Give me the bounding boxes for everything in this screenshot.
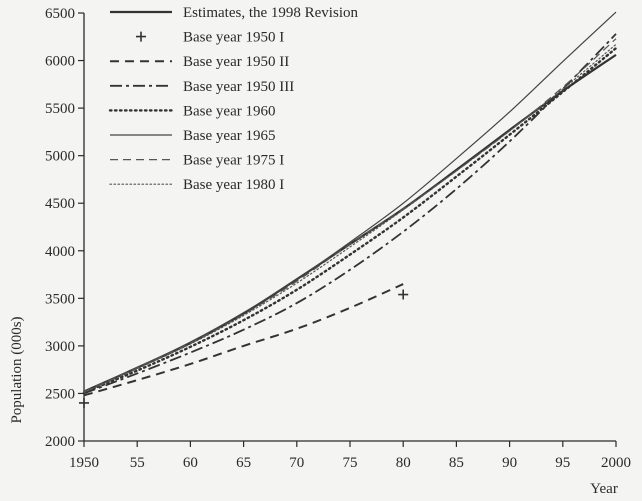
legend-item: Base year 1980 I [109,177,284,193]
x-tick-label: 95 [555,455,570,471]
legend-label: Base year 1975 I [183,153,284,169]
legend-label: Base year 1950 I [183,30,284,46]
y-tick-label: 5000 [45,149,75,165]
x-tick-label: 2000 [601,455,631,471]
series-layer [79,11,618,408]
y-tick-label: 4000 [45,244,75,260]
y-tick-label: 4500 [45,196,75,212]
legend-item: Base year 1950 I [136,30,284,46]
y-tick-label: 2500 [45,386,75,402]
legend-label: Base year 1965 [183,128,275,144]
plus-marker [79,397,89,408]
legend-label: Base year 1950 II [183,54,289,70]
x-axis-label: Year [590,481,618,497]
series-estimates-the-1998-revision [83,53,617,393]
x-tick-label: 75 [343,455,358,471]
x-tick-label: 55 [130,455,145,471]
axes: 2000 2500 3000 3500 4000 4500 5000 5500 6000 6500… [45,6,631,471]
legend-item: Base year 1975 I [110,153,284,169]
y-tick-label: 2000 [45,434,75,450]
legend-item: Base year 1950 III [110,79,294,95]
y-tick-label: 6000 [45,54,75,70]
series-line [83,43,617,394]
legend-item: Base year 1965 [110,128,275,144]
x-tick-label: 70 [289,455,304,471]
x-tick-label: 85 [449,455,464,471]
series-base-year-1980-i [83,43,617,394]
legend-label: Base year 1950 III [183,79,294,95]
legend-item: Base year 1960 [108,103,275,119]
y-tick-label: 3500 [45,291,75,307]
series-line [82,46,618,394]
series-line [83,38,617,393]
series-line [83,33,617,395]
legend-label: Base year 1960 [183,103,275,119]
legend-item: Base year 1950 II [110,54,289,70]
legend-label: Base year 1980 I [183,177,284,193]
series-base-year-1950-ii [83,283,404,397]
x-tick-label: 80 [396,455,411,471]
x-tick-label: 60 [183,455,198,471]
x-tick-label: 65 [236,455,251,471]
legend: Estimates, the 1998 Revision Base year 19… [108,5,358,193]
series-base-year-1960 [82,46,618,394]
series-line [83,283,404,397]
series-line [83,11,617,394]
x-tick-label: 90 [502,455,517,471]
y-tick-label: 5500 [45,101,75,117]
legend-item: Estimates, the 1998 Revision [110,5,358,21]
legend-swatch [136,31,146,42]
series-line [83,53,617,393]
series-base-year-1975-i [83,38,617,393]
series-base-year-1965 [83,11,617,394]
y-axis-label: Population (000s) [9,316,25,423]
series-base-year-1950-iii [83,33,617,395]
x-tick-label: 1950 [69,455,99,471]
series-base-year-1950-i [79,289,409,408]
y-tick-label: 3000 [45,339,75,355]
plus-marker [398,289,409,300]
y-tick-label: 6500 [45,6,75,22]
legend-label: Estimates, the 1998 Revision [183,5,358,21]
